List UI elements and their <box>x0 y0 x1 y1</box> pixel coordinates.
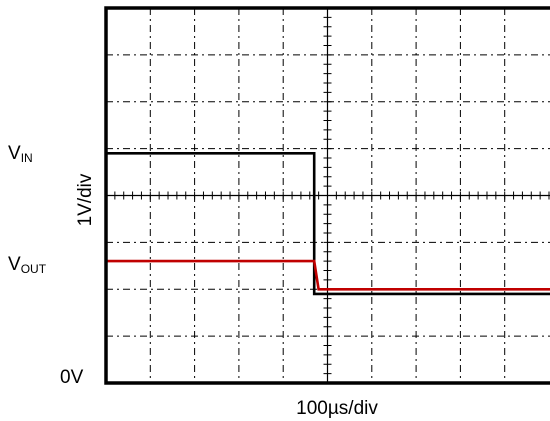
plot-frame <box>104 6 550 385</box>
vout-trace <box>106 259 550 291</box>
vin-label: VIN <box>8 143 33 165</box>
x-axis-label: 100µs/div <box>296 398 378 419</box>
vin-trace <box>106 152 550 296</box>
y-axis-label: 1V/div <box>75 173 96 227</box>
zero-volt-label: 0V <box>60 367 84 388</box>
vout-label: VOUT <box>8 254 47 276</box>
